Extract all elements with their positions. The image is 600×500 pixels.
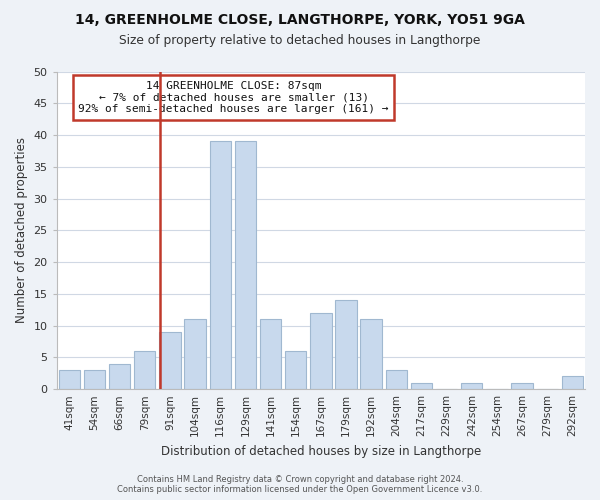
Bar (184, 320, 206, 389)
Text: Contains HM Land Registry data © Crown copyright and database right 2024.
Contai: Contains HM Land Registry data © Crown c… (118, 474, 482, 494)
Bar (59, 370, 80, 389)
Bar (260, 320, 281, 389)
Bar (134, 351, 155, 389)
Bar (235, 142, 256, 389)
Bar (84, 370, 105, 389)
Text: 14 GREENHOLME CLOSE: 87sqm
← 7% of detached houses are smaller (13)
92% of semi-: 14 GREENHOLME CLOSE: 87sqm ← 7% of detac… (79, 81, 389, 114)
Bar (285, 351, 307, 389)
Bar (461, 383, 482, 389)
X-axis label: Distribution of detached houses by size in Langthorpe: Distribution of detached houses by size … (161, 444, 481, 458)
Text: Size of property relative to detached houses in Langthorpe: Size of property relative to detached ho… (119, 34, 481, 47)
Bar (386, 370, 407, 389)
Bar (335, 300, 357, 389)
Bar (562, 376, 583, 389)
Bar (159, 332, 181, 389)
Bar (209, 142, 231, 389)
Bar (109, 364, 130, 389)
Text: 14, GREENHOLME CLOSE, LANGTHORPE, YORK, YO51 9GA: 14, GREENHOLME CLOSE, LANGTHORPE, YORK, … (75, 12, 525, 26)
Y-axis label: Number of detached properties: Number of detached properties (15, 138, 28, 324)
Bar (411, 383, 432, 389)
Bar (310, 313, 332, 389)
Bar (511, 383, 533, 389)
Bar (361, 320, 382, 389)
